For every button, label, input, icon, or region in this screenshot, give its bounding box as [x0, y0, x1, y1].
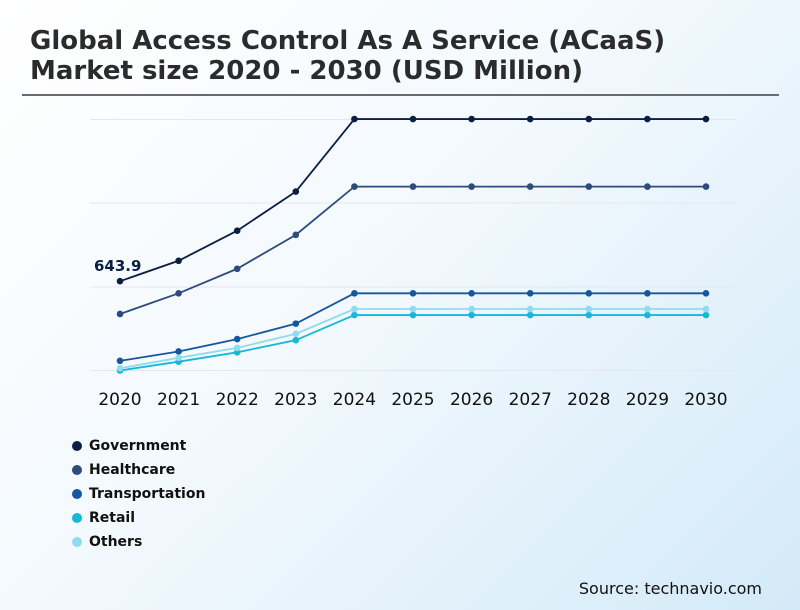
- x-tick-label: 2026: [450, 390, 493, 410]
- data-point-transportation: [116, 357, 124, 365]
- legend-item-others: Others: [72, 530, 205, 554]
- x-tick-label: 2023: [274, 390, 317, 410]
- data-point-government: [116, 277, 124, 285]
- chart-legend: Government Healthcare Transportation Retail…: [72, 434, 205, 554]
- data-point-retail: [526, 311, 534, 319]
- x-tick-label: 2021: [157, 390, 200, 410]
- data-point-others: [526, 305, 534, 313]
- data-point-healthcare: [409, 183, 417, 190]
- data-point-transportation: [468, 290, 475, 297]
- data-point-healthcare: [644, 183, 651, 190]
- data-point-retail: [585, 311, 593, 319]
- data-point-retail: [409, 311, 417, 319]
- data-point-others: [468, 305, 475, 313]
- data-point-transportation: [585, 290, 593, 297]
- data-point-government: [175, 257, 182, 265]
- data-point-healthcare: [351, 183, 358, 190]
- data-point-transportation: [702, 290, 710, 297]
- series-line-retail: [119, 314, 706, 372]
- data-point-retail: [468, 311, 475, 319]
- data-point-others: [233, 344, 241, 352]
- x-tick-label: 2028: [567, 390, 610, 410]
- data-point-transportation: [175, 348, 182, 355]
- data-labels: 643.9: [94, 257, 141, 275]
- legend-item-government: Government: [72, 434, 205, 458]
- x-tick-label: 2020: [98, 390, 141, 410]
- legend-label: Others: [89, 534, 143, 550]
- data-point-retail: [702, 311, 710, 319]
- data-point-healthcare: [585, 183, 593, 190]
- data-point-healthcare: [468, 183, 475, 190]
- data-point-transportation: [233, 335, 241, 343]
- series-line-government: [119, 118, 706, 283]
- data-point-government: [585, 115, 593, 123]
- title-divider: [22, 94, 779, 96]
- data-point-others: [175, 354, 182, 362]
- data-point-others: [116, 364, 124, 372]
- legend-label: Healthcare: [89, 462, 176, 478]
- data-point-government: [292, 188, 300, 195]
- data-point-government: [644, 115, 651, 123]
- source-note: Source: technavio.com: [578, 579, 762, 598]
- data-label: 643.9: [94, 257, 141, 275]
- legend-label: Government: [89, 438, 187, 454]
- series-lines: [116, 115, 710, 374]
- legend-item-retail: Retail: [72, 506, 205, 530]
- data-point-government: [351, 115, 358, 123]
- legend-label: Transportation: [89, 486, 206, 502]
- data-point-transportation: [526, 290, 534, 297]
- data-point-government: [526, 115, 534, 123]
- data-point-government: [233, 227, 241, 235]
- data-point-retail: [644, 311, 651, 319]
- data-point-government: [409, 115, 417, 123]
- x-tick-label: 2029: [626, 390, 669, 410]
- data-point-healthcare: [233, 265, 241, 273]
- legend-marker: [72, 465, 82, 475]
- data-point-retail: [351, 311, 358, 319]
- data-point-others: [351, 305, 358, 313]
- data-point-others: [409, 305, 417, 313]
- data-point-others: [644, 305, 651, 313]
- data-point-healthcare: [175, 290, 182, 297]
- data-point-healthcare: [526, 183, 534, 190]
- legend-label: Retail: [89, 510, 136, 526]
- x-tick-label: 2022: [216, 390, 259, 410]
- data-point-government: [702, 115, 710, 123]
- data-point-healthcare: [292, 231, 300, 239]
- x-tick-label: 2030: [684, 390, 727, 410]
- data-point-transportation: [351, 290, 358, 297]
- data-point-transportation: [644, 290, 651, 297]
- chart-title: Global Access Control As A Service (ACaa…: [30, 26, 666, 86]
- legend-marker: [72, 441, 82, 451]
- data-point-transportation: [409, 290, 417, 297]
- x-tick-label: 2024: [333, 390, 376, 410]
- data-point-government: [468, 115, 475, 123]
- legend-item-transportation: Transportation: [72, 482, 205, 506]
- x-axis-ticks: 2020 2021 2022 2023 2024 2025 2026 2027 2028 2029…: [98, 390, 727, 410]
- data-point-retail: [292, 336, 300, 344]
- data-point-healthcare: [702, 183, 710, 190]
- grid-lines: [90, 119, 736, 371]
- legend-item-healthcare: Healthcare: [72, 458, 205, 482]
- legend-marker: [72, 489, 82, 499]
- legend-marker: [72, 513, 82, 523]
- line-chart: 643.9 2020 2021 2022 2023 2024 2025 2026 2027 20…: [90, 115, 736, 410]
- data-point-healthcare: [116, 310, 124, 318]
- x-tick-label: 2025: [391, 390, 434, 410]
- legend-marker: [72, 537, 82, 547]
- data-point-others: [702, 305, 710, 313]
- data-point-transportation: [292, 320, 300, 327]
- data-point-others: [292, 330, 300, 338]
- data-point-others: [585, 305, 593, 313]
- series-line-transportation: [119, 292, 706, 362]
- x-tick-label: 2027: [509, 390, 552, 410]
